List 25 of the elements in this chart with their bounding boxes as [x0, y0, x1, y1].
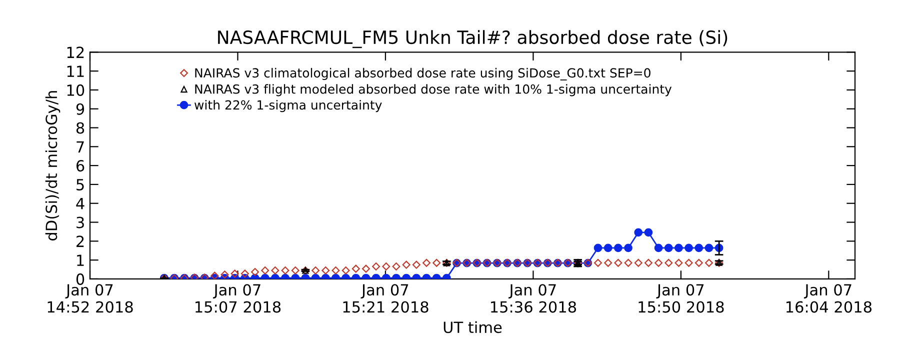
y-tick-label: 5 — [76, 179, 84, 190]
y-tick-label: 0 — [76, 273, 84, 285]
legend-label: NAIRAS v3 climatological absorbed dose rate using SiDose_G0.txt SEP=0 — [195, 68, 650, 80]
x-tick-label: Jan 07 15:07 2018 — [196, 284, 281, 313]
x-axis-title: UT time — [444, 321, 502, 334]
legend-label: with 22% 1-sigma uncertainty — [194, 100, 382, 112]
y-tick-label: 8 — [76, 122, 84, 134]
x-tick-label: Jan 07 14:52 2018 — [48, 284, 133, 313]
y-tick-label: 11 — [67, 66, 84, 77]
x-tick-label: Jan 07 15:36 2018 — [490, 284, 576, 313]
y-tick-label: 2 — [76, 236, 84, 247]
y-tick-label: 6 — [76, 160, 84, 172]
y-tick-label: 4 — [76, 198, 84, 210]
legend-label: NAIRAS v3 flight modeled absorbed dose rate with 10% 1-sigma uncertainty — [195, 84, 672, 96]
y-axis-title: dD(Si)/dt microGy/h — [45, 91, 60, 240]
y-tick-label: 7 — [76, 141, 84, 152]
y-tick-label: 9 — [76, 103, 84, 115]
x-tick-label: Jan 07 16:04 2018 — [786, 284, 872, 313]
y-tick-label: 12 — [67, 46, 84, 58]
chart-title: NASAAFRCMUL_FM5 Unkn Tail#? absorbed dose rate (Si) — [218, 30, 728, 48]
y-tick-label: 1 — [77, 254, 84, 266]
y-tick-label: 10 — [67, 84, 84, 96]
x-tick-label: Jan 07 15:21 2018 — [343, 284, 428, 313]
y-tick-label: 3 — [76, 216, 84, 228]
x-tick-label: Jan 07 15:50 2018 — [638, 284, 724, 313]
